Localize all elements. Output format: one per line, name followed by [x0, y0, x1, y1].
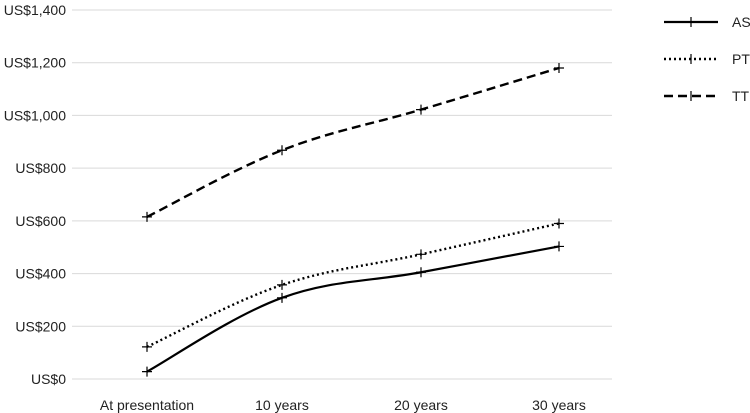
- data-point-marker: [416, 104, 426, 115]
- data-point-marker: [277, 292, 287, 303]
- data-point-marker: [554, 241, 564, 252]
- x-tick-label: 20 years: [394, 397, 448, 413]
- series-line-as: [146, 245, 560, 373]
- legend-item-pt: PT: [664, 51, 750, 67]
- data-point-marker: [416, 267, 426, 278]
- data-point-marker: [142, 211, 152, 222]
- data-point-marker: [554, 218, 564, 229]
- legend-label: TT: [732, 88, 750, 104]
- grid-lines: [72, 9, 612, 380]
- legend-item-as: AS: [664, 14, 750, 30]
- series-lines: [142, 62, 564, 377]
- y-tick-label: US$1,000: [4, 107, 66, 123]
- data-point-marker: [142, 366, 152, 377]
- x-tick-label: 10 years: [255, 397, 309, 413]
- series-tt: [142, 62, 564, 222]
- series-as: [142, 241, 564, 377]
- legend: AS PT TT: [664, 14, 750, 104]
- data-point-marker: [277, 279, 287, 290]
- series-pt: [142, 218, 564, 352]
- y-tick-label: US$600: [15, 213, 66, 229]
- y-tick-label: US$800: [15, 160, 66, 176]
- y-tick-label: US$0: [31, 371, 66, 387]
- data-point-marker: [277, 145, 287, 156]
- y-tick-label: US$400: [15, 266, 66, 282]
- x-tick-label: 30 years: [532, 397, 586, 413]
- x-axis-tick-labels: At presentation 10 years 20 years 30 years: [100, 397, 586, 413]
- legend-item-tt: TT: [664, 88, 750, 104]
- legend-label: AS: [732, 14, 750, 30]
- series-line-pt: [146, 222, 560, 348]
- y-tick-label: US$200: [15, 318, 66, 334]
- legend-label: PT: [732, 51, 750, 67]
- data-point-marker: [554, 62, 564, 73]
- series-line-tt: [146, 66, 560, 218]
- y-axis-tick-labels: US$0 US$200 US$400 US$600 US$800 US$1,000 US$1…: [4, 2, 66, 387]
- x-tick-label: At presentation: [100, 397, 194, 413]
- y-tick-label: US$1,200: [4, 55, 66, 71]
- y-tick-label: US$1,400: [4, 2, 66, 18]
- data-point-marker: [416, 249, 426, 260]
- data-point-marker: [142, 341, 152, 352]
